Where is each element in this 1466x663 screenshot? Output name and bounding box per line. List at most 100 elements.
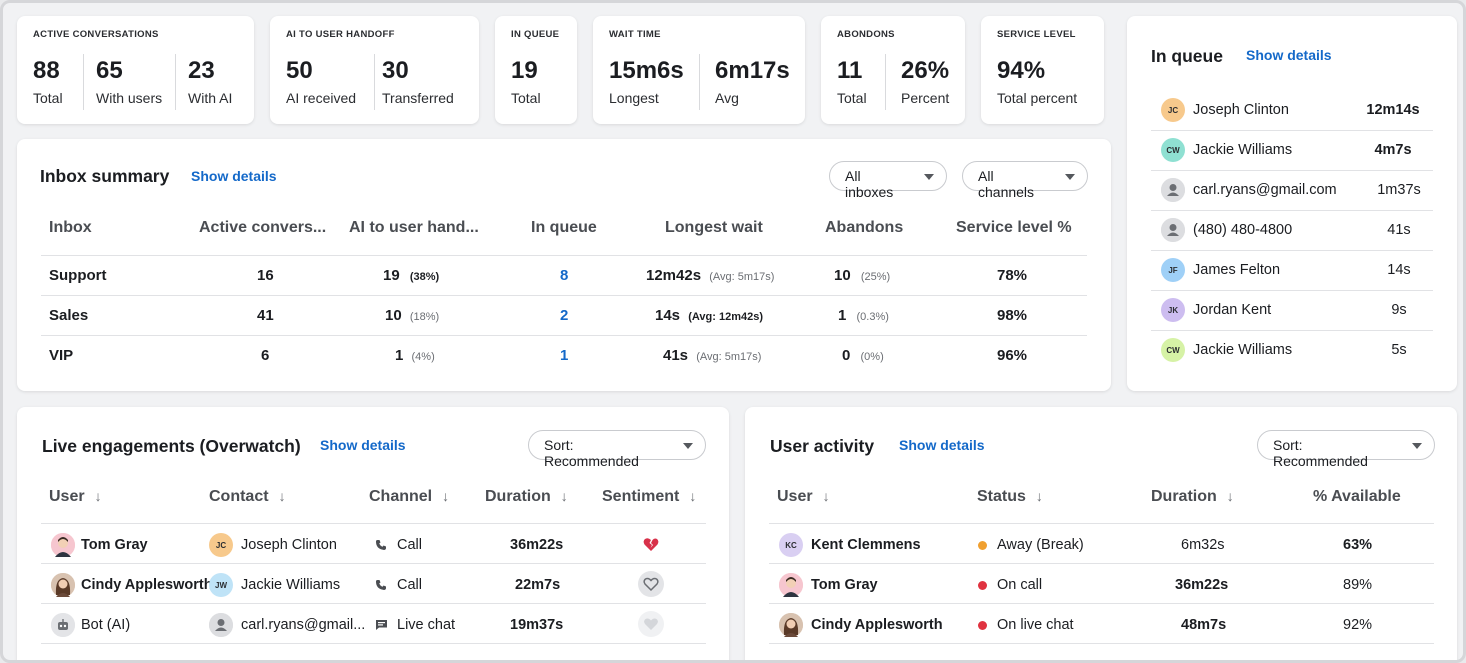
user-avatar xyxy=(51,573,75,597)
user-name-link[interactable]: Cindy Applesworth. xyxy=(81,577,217,593)
live-sort-dropdown[interactable]: Sort: Recommended xyxy=(528,430,706,469)
caret-down-icon xyxy=(924,174,934,180)
queue-wait-time: 9s xyxy=(1391,302,1407,318)
column-header-label: Duration xyxy=(485,488,551,505)
status-label: On call xyxy=(997,577,1043,593)
kpi-value: 15m6s xyxy=(609,57,684,84)
contact-name: Jackie Williams xyxy=(241,577,341,593)
column-header-service-level[interactable]: Service level % xyxy=(956,219,1072,236)
available-percent: 89% xyxy=(1343,577,1373,593)
in-queue-show-details-link[interactable]: Show details xyxy=(1246,47,1332,63)
person-icon xyxy=(1161,178,1185,202)
queue-contact-name: Jackie Williams xyxy=(1193,142,1293,158)
column-header-user[interactable]: User ↓ xyxy=(777,488,830,506)
avg-wait: (Avg: 12m42s) xyxy=(688,311,763,323)
divider xyxy=(175,54,176,110)
column-header-label: User xyxy=(777,488,813,505)
column-header-label: Duration xyxy=(1151,488,1217,505)
queue-count-link[interactable]: 2 xyxy=(560,307,569,324)
active-count: 16 xyxy=(257,267,274,284)
kpi-label: With users xyxy=(96,90,163,106)
abandons-percent: (25%) xyxy=(860,271,891,283)
abandons-count: 10 xyxy=(834,267,851,284)
heart-outline-icon xyxy=(638,571,664,597)
divider xyxy=(769,563,1434,564)
column-header-abandons[interactable]: Abandons xyxy=(825,219,904,236)
avg-wait: (Avg: 5m17s) xyxy=(696,351,762,363)
queue-contact-name: Jordan Kent xyxy=(1193,302,1272,318)
divider xyxy=(41,335,1087,336)
queue-contact-name: James Felton xyxy=(1193,262,1281,278)
inbox-name: Support xyxy=(49,267,107,284)
kpi-value: 65 xyxy=(96,57,123,84)
kpi-wait-time: WAIT TIME 15m6s Longest 6m17s Avg xyxy=(593,16,805,124)
channel-label: Live chat xyxy=(397,617,456,633)
abandons-count: 1 xyxy=(838,307,847,324)
live-show-details-link[interactable]: Show details xyxy=(320,437,406,453)
queue-count-link[interactable]: 8 xyxy=(560,267,569,284)
queue-wait-time: 1m37s xyxy=(1377,182,1421,198)
column-header-duration[interactable]: Duration ↓ xyxy=(485,488,568,506)
kpi-abandons: ABONDONS 11 Total 26% Percent xyxy=(821,16,965,124)
user-avatar: KC xyxy=(779,533,803,557)
kpi-ai-handoff: AI TO USER HANDOFF 50 AI received 30 Trans… xyxy=(270,16,479,124)
user-name-link[interactable]: Cindy Applesworth xyxy=(811,617,943,633)
queue-count-link[interactable]: 1 xyxy=(560,347,569,364)
column-header-contact[interactable]: Contact ↓ xyxy=(209,488,286,506)
channel-label: Call xyxy=(397,537,422,553)
active-count: 41 xyxy=(257,307,274,324)
dropdown-label: Sort: Recommended xyxy=(1273,437,1368,469)
user-name-link[interactable]: Kent Clemmens xyxy=(811,537,921,553)
column-header-sentiment[interactable]: Sentiment ↓ xyxy=(602,488,696,506)
user-name-link[interactable]: Tom Gray xyxy=(81,537,148,553)
status-busy-icon xyxy=(978,581,987,590)
duration: 22m7s xyxy=(515,577,561,593)
kpi-label: Transferred xyxy=(382,90,454,106)
column-header-label: Status xyxy=(977,488,1026,505)
kpi-label: Total percent xyxy=(997,90,1078,106)
column-header-user[interactable]: User ↓ xyxy=(49,488,102,506)
divider xyxy=(41,523,706,524)
status-busy-icon xyxy=(978,621,987,630)
inbox-summary-show-details-link[interactable]: Show details xyxy=(191,168,277,184)
contact-avatar: CW xyxy=(1161,138,1185,162)
contact-avatar: JC xyxy=(1161,98,1185,122)
column-header-queue[interactable]: In queue xyxy=(531,219,597,236)
column-header-duration[interactable]: Duration ↓ xyxy=(1151,488,1234,506)
column-header-channel[interactable]: Channel ↓ xyxy=(369,488,449,506)
sort-arrow-icon: ↓ xyxy=(1226,488,1234,504)
column-header-longest-wait[interactable]: Longest wait xyxy=(665,219,763,236)
contact-avatar: JW xyxy=(209,573,233,597)
sort-arrow-icon: ↓ xyxy=(1035,488,1043,504)
inbox-name: VIP xyxy=(49,347,74,364)
divider xyxy=(41,563,706,564)
contact-avatar: JF xyxy=(1161,258,1185,282)
duration: 36m22s xyxy=(510,537,564,553)
activity-sort-dropdown[interactable]: Sort: Recommended xyxy=(1257,430,1435,469)
kpi-label: Total xyxy=(33,90,63,106)
kpi-label: Total xyxy=(837,90,867,106)
column-header-ai-handoff[interactable]: AI to user hand... xyxy=(349,219,479,236)
kpi-label: Longest xyxy=(609,90,659,106)
divider xyxy=(769,523,1434,524)
column-header-available[interactable]: % Available xyxy=(1313,488,1401,506)
activity-show-details-link[interactable]: Show details xyxy=(899,437,985,453)
divider xyxy=(41,295,1087,296)
broken-heart-icon xyxy=(643,537,659,557)
longest-wait: 14s xyxy=(655,307,681,324)
duration: 6m32s xyxy=(1181,537,1225,553)
column-header-status[interactable]: Status ↓ xyxy=(977,488,1043,506)
kpi-value: 19 xyxy=(511,57,538,84)
inbox-filter-dropdown[interactable]: All inboxes xyxy=(829,161,947,200)
user-name-link[interactable]: Tom Gray xyxy=(811,577,878,593)
column-header-label: User xyxy=(49,488,85,505)
channel-filter-dropdown[interactable]: All channels xyxy=(962,161,1088,200)
column-header-active[interactable]: Active convers... xyxy=(199,219,327,236)
contact-avatar: JK xyxy=(1161,298,1185,322)
column-header-inbox[interactable]: Inbox xyxy=(49,219,92,236)
kpi-title: ABONDONS xyxy=(837,29,895,40)
kpi-value: 50 xyxy=(286,57,313,84)
active-count: 6 xyxy=(261,347,270,364)
kpi-in-queue: IN QUEUE 19 Total xyxy=(495,16,577,124)
